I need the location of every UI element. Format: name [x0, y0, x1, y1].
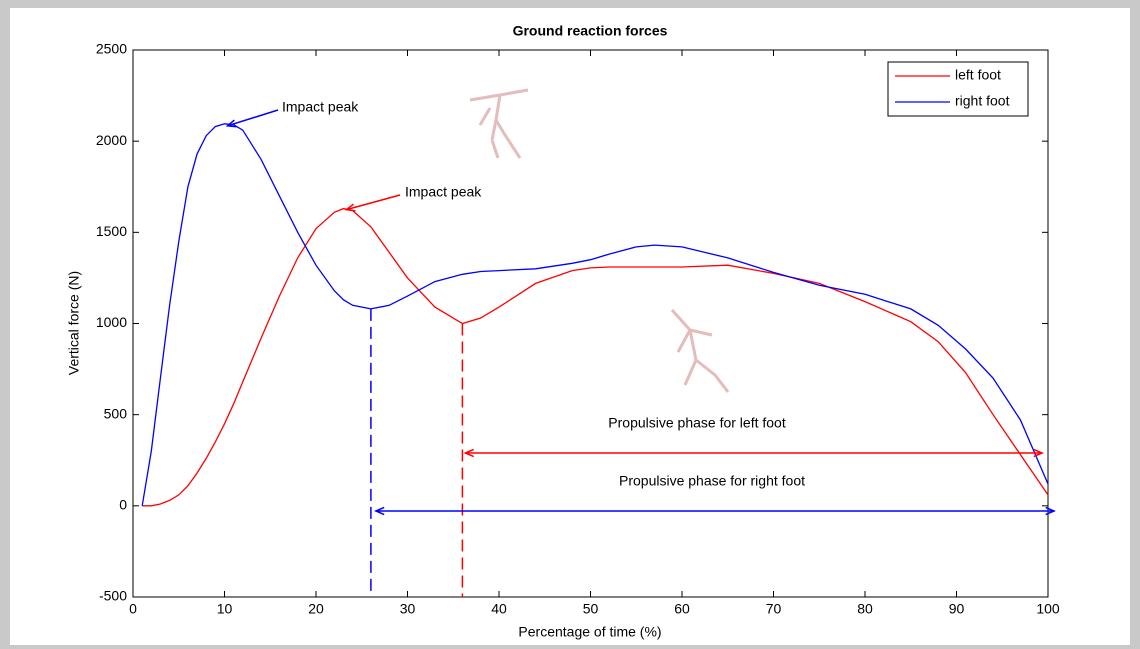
x-tick-label: 20: [308, 601, 324, 617]
arrow-head: [344, 203, 356, 212]
x-tick-label: 10: [217, 601, 233, 617]
arrow-head: [373, 506, 385, 516]
x-tick-label: 60: [674, 601, 690, 617]
x-tick-label: 50: [583, 601, 599, 617]
y-tick-label: 2500: [96, 41, 127, 57]
y-tick-label: 500: [104, 405, 128, 421]
annotation: Impact peak: [282, 99, 359, 115]
annotation: Propulsive phase for right foot: [619, 473, 805, 489]
y-axis-label: Vertical force (N): [66, 271, 82, 375]
arrow: [227, 109, 279, 127]
x-tick-label: 100: [1036, 601, 1060, 617]
arrow-head: [1033, 448, 1044, 458]
arrow-head: [463, 448, 474, 458]
axes-box: [132, 49, 1049, 598]
legend: left foot right foot: [887, 61, 1029, 117]
chart-title: Ground reaction forces: [513, 23, 668, 39]
x-tick-label: 40: [491, 601, 507, 617]
series-line: [141, 123, 1049, 506]
x-tick-label: 90: [949, 601, 965, 617]
x-tick-label: 30: [400, 601, 416, 617]
stick-figure: [469, 88, 730, 393]
y-tick-label: 0: [119, 497, 127, 513]
legend-box: [887, 61, 1029, 117]
annotation: Propulsive phase for left foot: [608, 415, 786, 431]
x-tick-label: 70: [766, 601, 782, 617]
arrow: [346, 194, 401, 211]
legend-label: left foot: [955, 67, 1001, 83]
series-line: [142, 207, 1049, 507]
x-tick-label: 0: [129, 601, 137, 617]
y-tick-label: 2000: [96, 132, 127, 148]
y-tick-label: -500: [99, 588, 127, 604]
y-tick-label: 1500: [96, 223, 127, 239]
x-axis-label: Percentage of time (%): [518, 624, 661, 640]
x-tick-label: 80: [857, 601, 873, 617]
y-tick-label: 1000: [96, 314, 127, 330]
arrow-head: [225, 119, 237, 128]
legend-label: right foot: [955, 93, 1010, 109]
arrow-head: [1045, 506, 1056, 516]
annotation: Impact peak: [405, 184, 482, 200]
